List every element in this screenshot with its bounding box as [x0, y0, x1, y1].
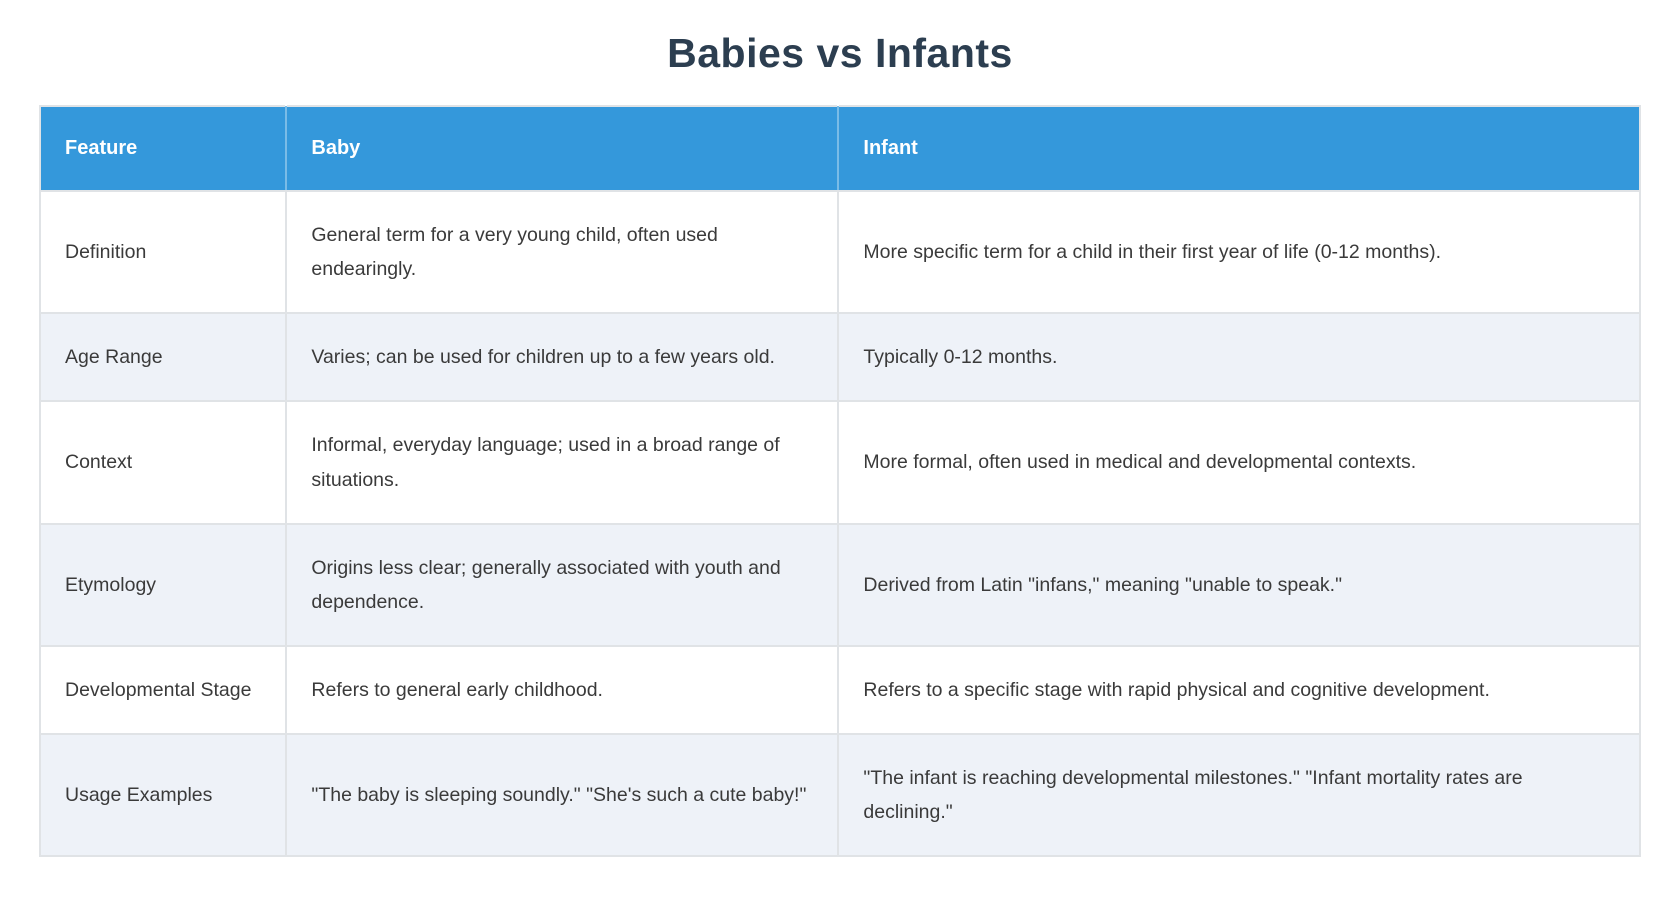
baby-cell: "The baby is sleeping soundly." "She's s… [285, 732, 840, 858]
table-row: Age Range Varies; can be used for childr… [38, 312, 1641, 403]
column-header-feature: Feature [40, 106, 287, 192]
infant-cell: More specific term for a child in their … [837, 189, 1641, 315]
table-row: Context Informal, everyday language; use… [38, 400, 1641, 525]
infant-cell: Refers to a specific stage with rapid ph… [837, 644, 1641, 736]
feature-cell: Age Range [38, 312, 288, 403]
baby-cell: Refers to general early childhood. [285, 644, 840, 736]
feature-cell: Developmental Stage [38, 644, 288, 736]
infant-cell: "The infant is reaching developmental mi… [837, 732, 1641, 858]
column-header-baby: Baby [285, 106, 839, 192]
page-title: Babies vs Infants [667, 30, 1013, 76]
infant-cell: More formal, often used in medical and d… [837, 400, 1641, 525]
table-row: Usage Examples "The baby is sleeping sou… [38, 732, 1641, 858]
feature-cell: Usage Examples [38, 732, 288, 858]
baby-cell: General term for a very young child, oft… [285, 189, 840, 315]
baby-cell: Varies; can be used for children up to a… [285, 312, 840, 403]
infant-cell: Typically 0-12 months. [837, 312, 1641, 403]
baby-cell: Origins less clear; generally associated… [285, 522, 840, 647]
infant-cell: Derived from Latin "infans," meaning "un… [837, 522, 1641, 647]
table-header: Feature Baby Infant [40, 106, 1640, 192]
feature-cell: Definition [38, 189, 288, 315]
feature-cell: Etymology [38, 522, 288, 647]
table-row: Developmental Stage Refers to general ea… [38, 644, 1641, 736]
table-row: Definition General term for a very young… [38, 189, 1641, 315]
feature-cell: Context [38, 400, 288, 525]
baby-cell: Informal, everyday language; used in a b… [285, 400, 840, 525]
table-body: Definition General term for a very young… [38, 189, 1641, 858]
table-row: Etymology Origins less clear; generally … [38, 522, 1641, 647]
comparison-table: Feature Baby Infant Definition General t… [38, 105, 1641, 858]
header-row: Feature Baby Infant [40, 106, 1640, 192]
column-header-infant: Infant [837, 106, 1640, 192]
